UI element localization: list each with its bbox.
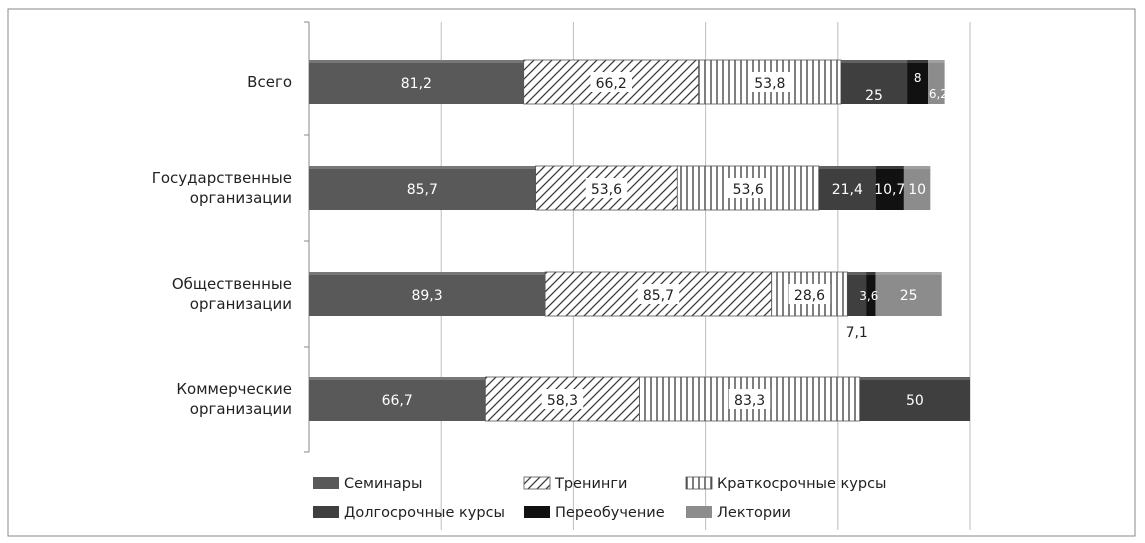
data-label-bg — [727, 178, 769, 198]
data-label: 8 — [914, 71, 922, 85]
data-label-bg — [590, 72, 633, 92]
bar-segment — [903, 166, 931, 210]
bar-segment — [875, 272, 942, 316]
bar-highlight — [840, 60, 908, 63]
category-labels: Всего Государственные организации Обществен… — [152, 73, 292, 418]
data-label-bg — [728, 389, 771, 409]
bar-segment — [819, 166, 876, 210]
bar-segment — [859, 377, 970, 421]
legend-swatch — [523, 476, 551, 490]
bar-highlight — [866, 272, 876, 275]
bar-highlight — [847, 272, 867, 275]
data-label: 10 — [908, 182, 926, 198]
bar-highlight — [875, 166, 904, 169]
bar-segment — [309, 60, 524, 104]
bar-segment — [907, 60, 929, 104]
bar-highlight — [907, 60, 929, 63]
bar-highlight — [309, 166, 536, 169]
category-axis — [304, 21, 310, 453]
legend-swatch — [685, 476, 713, 490]
legend-swatch — [686, 506, 712, 518]
data-label-bg — [788, 284, 831, 304]
bar-segment — [866, 272, 876, 316]
legend-label: Семинары — [344, 476, 422, 492]
category-label: Коммерческие — [176, 380, 292, 398]
data-label: 28,6 — [794, 288, 825, 304]
category-label: Общественные — [172, 275, 292, 293]
legend: Семинары Тренинги Краткосрочные курсы Долго… — [313, 476, 887, 521]
bar-segment — [847, 272, 867, 316]
category-label: организации — [190, 295, 292, 313]
data-label: 53,6 — [591, 182, 622, 198]
bar-segment — [309, 272, 546, 316]
data-label: 53,6 — [733, 182, 764, 198]
bar-highlight — [903, 166, 931, 169]
category-label: Всего — [247, 73, 292, 91]
data-label: 89,3 — [411, 288, 442, 304]
bar-highlight — [309, 60, 524, 63]
data-label: 83,3 — [734, 393, 765, 409]
bar-segment — [309, 166, 536, 210]
data-labels: 81,2 66,2 53,8 25 8 6,2 85,7 53,6 53,6 21,4 10,7 10… — [382, 71, 989, 409]
legend-label: Краткосрочные курсы — [717, 476, 887, 492]
category-label: организации — [190, 189, 292, 207]
bar-segment — [309, 377, 486, 421]
bar-highlight — [859, 377, 970, 380]
bars — [309, 59, 970, 422]
data-label: 25 — [865, 88, 883, 104]
data-label: 21,4 — [832, 182, 863, 198]
legend-swatch — [524, 506, 550, 518]
bar-highlight — [875, 272, 942, 275]
data-label: 85,7 — [643, 288, 674, 304]
data-label: 6,2 — [929, 87, 948, 101]
bar-highlight — [309, 377, 486, 380]
bar-segment — [875, 166, 904, 210]
data-label-bg — [749, 72, 791, 92]
legend-label: Долгосрочные курсы — [344, 505, 505, 521]
data-label-bg — [541, 389, 584, 409]
data-label: 7,1 — [846, 325, 868, 341]
data-label: 66,2 — [596, 76, 627, 92]
data-label-bg — [637, 284, 680, 304]
data-label: 66,7 — [382, 393, 413, 409]
category-label: организации — [190, 400, 292, 418]
category-label: Государственные — [152, 169, 292, 187]
data-label: 85,7 — [407, 182, 438, 198]
data-label: 25 — [900, 288, 918, 304]
data-label: 58,3 — [547, 393, 578, 409]
bar-highlight — [819, 166, 876, 169]
legend-label: Тренинги — [554, 476, 627, 492]
bar-segment — [928, 60, 945, 104]
bar-highlight — [928, 60, 945, 63]
data-label: 81,2 — [401, 76, 432, 92]
legend-swatch — [313, 477, 339, 489]
bar-highlight — [309, 272, 546, 275]
bar-segment — [840, 60, 908, 104]
data-label: 10,7 — [874, 182, 905, 198]
data-label: 53,8 — [754, 76, 785, 92]
legend-swatch — [313, 506, 339, 518]
legend-label: Лектории — [717, 505, 791, 521]
legend-label: Переобучение — [555, 505, 665, 521]
data-label: 12 — [973, 394, 988, 408]
data-label: 3,6 — [859, 289, 878, 303]
chart-frame — [7, 8, 1136, 537]
data-label: 50 — [906, 393, 924, 409]
data-label-bg — [585, 178, 628, 198]
